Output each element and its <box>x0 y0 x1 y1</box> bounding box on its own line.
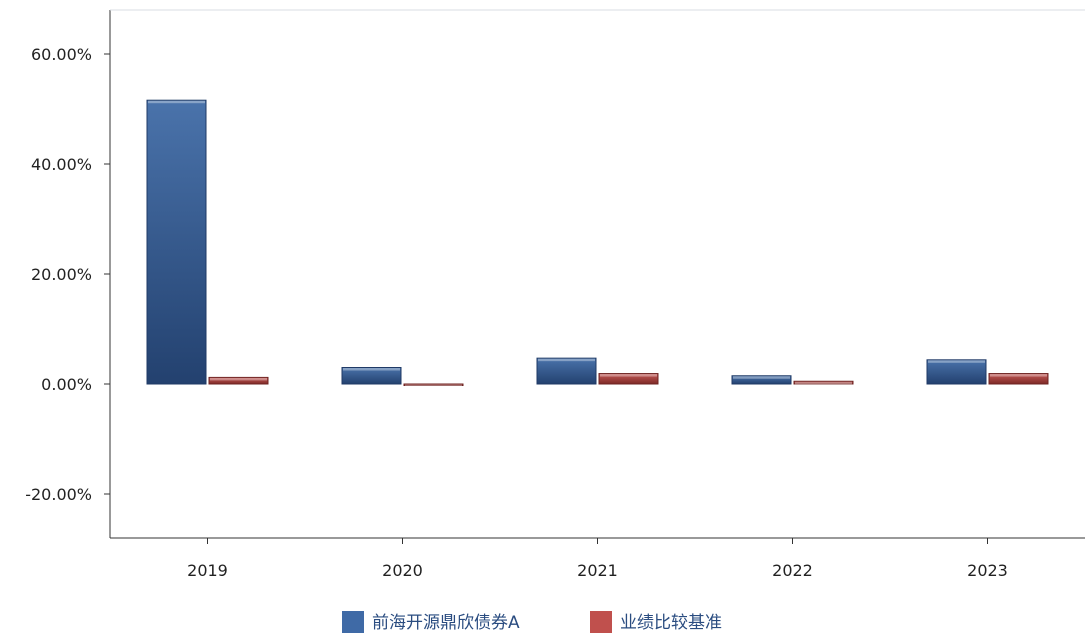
y-tick-label: 40.00% <box>31 155 92 174</box>
bar-highlight <box>210 377 267 381</box>
x-tick-label: 2019 <box>187 561 228 580</box>
y-tick-label: 20.00% <box>31 265 92 284</box>
y-tick-label: 0.00% <box>41 375 92 394</box>
bar-benchmark-2022 <box>793 380 854 385</box>
bar-highlight <box>343 368 400 371</box>
legend-label: 业绩比较基准 <box>620 613 722 633</box>
bar-highlight <box>538 358 595 362</box>
bar-benchmark-2023 <box>988 373 1049 385</box>
bar-highlight <box>733 376 790 379</box>
bar-fund-2020 <box>341 367 402 385</box>
bar-highlight <box>405 384 462 386</box>
bar-benchmark-2021 <box>598 373 659 385</box>
legend-label: 前海开源鼎欣债券A <box>372 613 520 633</box>
legend-swatch <box>342 611 364 633</box>
y-tick-label: -20.00% <box>25 485 92 504</box>
bar-benchmark-2019 <box>208 376 269 385</box>
bar-highlight <box>148 100 205 104</box>
bar-fund-2019 <box>146 99 207 385</box>
tick-labels: 60.00% 40.00% 20.00% 0.00% -20.00% 2019 2020 20… <box>25 45 1008 580</box>
axes <box>109 9 1085 539</box>
legend: 前海开源鼎欣债券A 业绩比较基准 <box>342 611 722 633</box>
bar-fund-2022 <box>731 375 792 385</box>
bar-fund-2021 <box>536 357 597 385</box>
bar-highlight <box>795 381 852 385</box>
bar-benchmark-2020 <box>403 383 464 386</box>
x-tick-label: 2023 <box>967 561 1008 580</box>
bar-highlight <box>600 374 657 377</box>
legend-swatch <box>590 611 612 633</box>
x-tick-label: 2020 <box>382 561 423 580</box>
x-tick-label: 2021 <box>577 561 618 580</box>
bar-fund-2023 <box>926 359 987 385</box>
bar-highlight <box>928 360 985 363</box>
bars <box>146 99 1049 386</box>
bar-highlight <box>990 374 1047 377</box>
y-tick-label: 60.00% <box>31 45 92 64</box>
x-tick-label: 2022 <box>772 561 813 580</box>
